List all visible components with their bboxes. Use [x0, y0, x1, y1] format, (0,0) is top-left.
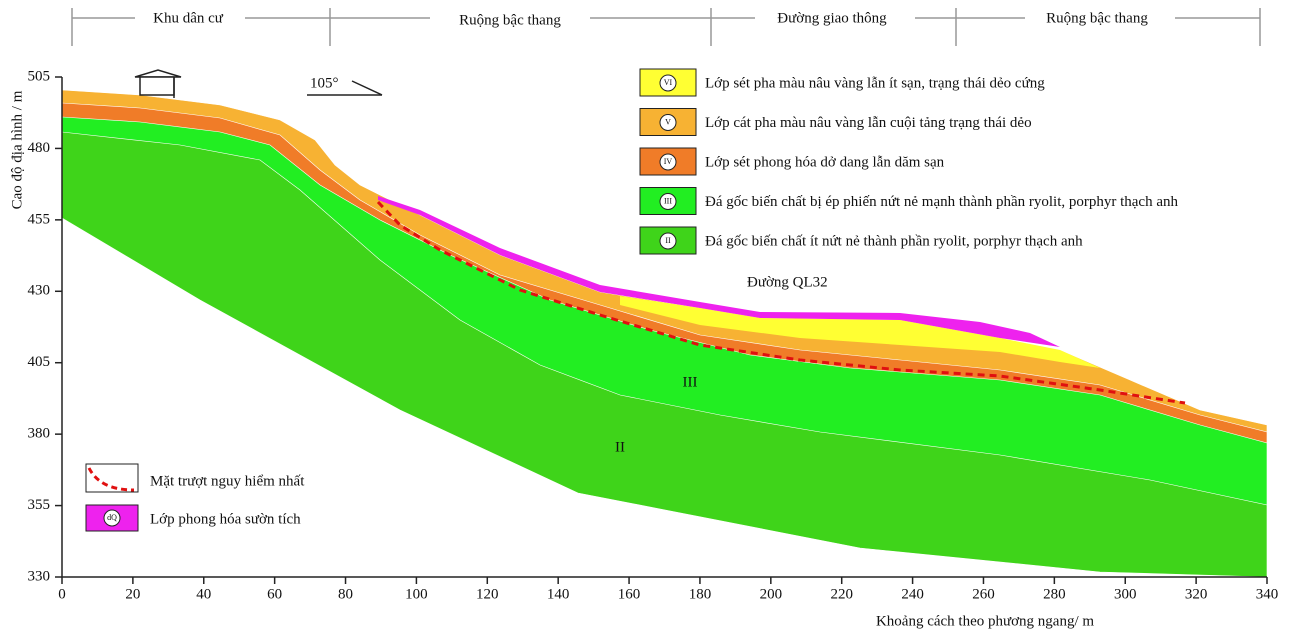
legend-symbol: dQ	[107, 513, 117, 522]
y-tick-label: 355	[28, 497, 51, 513]
legend-symbol-circle	[659, 74, 677, 92]
x-tick-label: 220	[830, 586, 853, 602]
x-axis-label: Khoảng cách theo phương ngang/ m	[876, 613, 1094, 629]
zone-label: Ruộng bậc thang	[459, 12, 561, 28]
x-tick-label: 20	[125, 586, 140, 602]
legend-symbol-circle	[659, 232, 677, 250]
x-tick-label: 340	[1256, 586, 1279, 602]
legend-lower: Mặt trượt nguy hiểm nhất dQ Lớp phong hó…	[85, 463, 305, 532]
legend: VI Lớp sét pha màu nâu vàng lẫn ít sạn, t…	[639, 68, 1178, 255]
legend-label: Lớp phong hóa sườn tích	[150, 511, 301, 527]
x-tick-label: 80	[338, 586, 353, 602]
x-tick-label: 140	[547, 586, 570, 602]
x-tick-label: 280	[1043, 586, 1066, 602]
legend-label: Đá gốc biến chất bị ép phiến nứt nẻ mạnh…	[705, 194, 1178, 210]
x-tick-label: 240	[901, 586, 924, 602]
y-axis-label: Cao độ địa hình / m	[9, 90, 25, 209]
y-tick-label: 455	[28, 211, 51, 227]
x-tick-label: 180	[689, 586, 712, 602]
y-tick-label: 480	[28, 140, 51, 156]
legend-symbol: III	[664, 196, 672, 205]
x-tick-label: 60	[267, 586, 282, 602]
slip-surface	[376, 200, 1186, 405]
layers	[61, 89, 1268, 578]
x-tick-label: 100	[405, 586, 428, 602]
legend-label: Lớp sét pha màu nâu vàng lẫn ít sạn, trạ…	[705, 75, 1045, 91]
legend-label: Lớp cát pha màu nâu vàng lẫn cuội tảng t…	[705, 115, 1032, 131]
zone-label: Khu dân cư	[153, 10, 224, 26]
legend-symbol: VI	[664, 78, 673, 87]
legend-symbol: II	[665, 236, 671, 245]
zone-label: Đường giao thông	[777, 10, 887, 26]
rock-layer	[61, 131, 1268, 578]
legend-label: Lớp sét phong hóa dở dang lẫn dăm sạn	[705, 154, 945, 170]
x-tick-label: 120	[476, 586, 499, 602]
y-tick-label: 430	[28, 283, 51, 299]
y-tick-label: 380	[28, 426, 51, 442]
x-tick-label: 200	[760, 586, 783, 602]
house-icon	[134, 69, 182, 98]
road-label: Đường QL32	[747, 274, 828, 290]
zone-label: Ruộng bậc thang	[1046, 10, 1148, 26]
rock-layer	[620, 296, 1100, 368]
legend-symbol: IV	[664, 157, 673, 166]
y-tick-label: 505	[28, 68, 51, 84]
layer-label: II	[615, 439, 625, 455]
legend-symbol-circle	[659, 114, 677, 131]
y-tick-label: 330	[28, 568, 51, 584]
angle-label: 105°	[310, 75, 339, 91]
angle-symbol	[307, 80, 383, 96]
rock-layer	[378, 196, 1060, 347]
legend-symbol: V	[665, 117, 671, 126]
x-tick-label: 0	[58, 586, 66, 602]
x-tick-label: 40	[196, 586, 211, 602]
legend-label: Đá gốc biến chất ít nứt nẻ thành phần ry…	[705, 233, 1083, 249]
header-labels: Khu dân cư Ruộng bậc thang Đường giao th…	[135, 8, 1175, 28]
x-tick-label: 300	[1114, 586, 1137, 602]
legend-symbol-circle	[659, 153, 677, 171]
x-tick-label: 160	[618, 586, 641, 602]
legend-label: Mặt trượt nguy hiểm nhất	[150, 473, 305, 489]
legend-symbol-circle	[659, 193, 677, 210]
x-tick-label: 260	[972, 586, 995, 602]
layer-label: III	[683, 374, 698, 390]
axes	[55, 76, 1268, 584]
y-tick-label: 405	[28, 354, 51, 370]
x-tick-label: 320	[1185, 586, 1208, 602]
